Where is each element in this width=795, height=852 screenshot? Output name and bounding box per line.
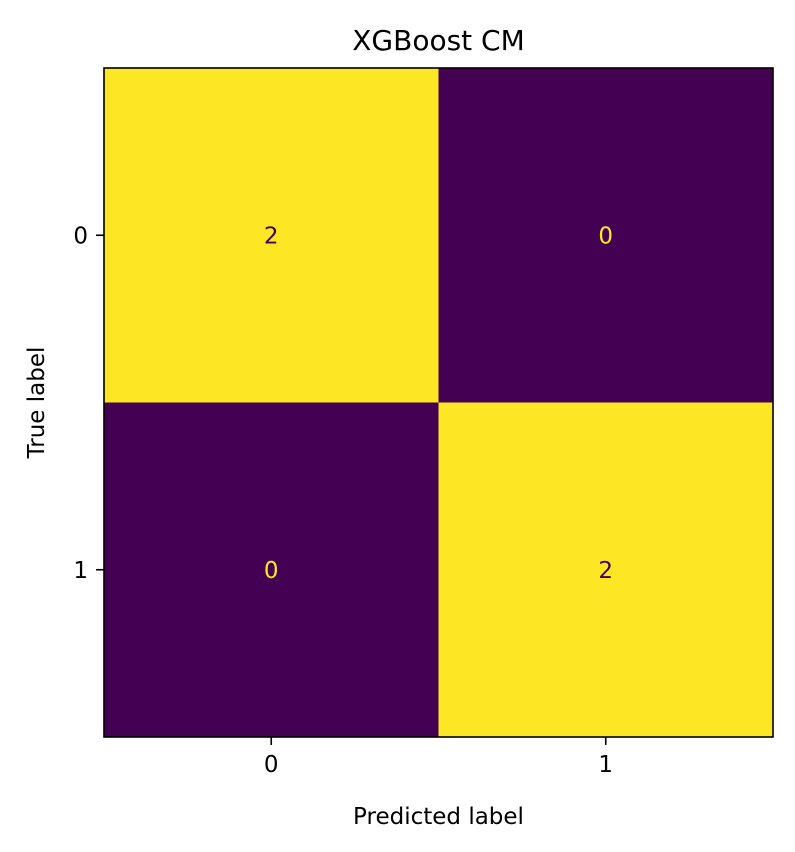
plot-frame	[103, 67, 774, 738]
y-tick-label-1: 1	[73, 558, 88, 584]
cell-value-label-0-1: 0	[598, 223, 613, 249]
heatmap-cell-1-0	[104, 402, 439, 738]
heatmap-cells	[104, 68, 774, 738]
x-tick-label-1: 1	[598, 752, 613, 778]
heatmap-cell-0-0	[104, 68, 439, 403]
cell-value-labels: 2 00 2	[264, 223, 613, 584]
y-axis-ticks: 01	[73, 223, 104, 584]
chart-title: XGBoost CM	[352, 24, 525, 57]
y-axis-label: True label	[24, 347, 50, 460]
y-tick-label-0: 0	[73, 223, 88, 249]
heatmap-cell-0-1	[438, 68, 774, 403]
cell-value-label-0-0: 2	[264, 223, 279, 249]
x-axis-label: Predicted label	[353, 804, 524, 830]
heatmap-cell-1-1	[438, 402, 774, 738]
x-tick-label-0: 0	[264, 752, 279, 778]
cell-value-label-1-1: 2	[598, 558, 613, 584]
cell-value-label-1-0: 0	[264, 558, 279, 584]
